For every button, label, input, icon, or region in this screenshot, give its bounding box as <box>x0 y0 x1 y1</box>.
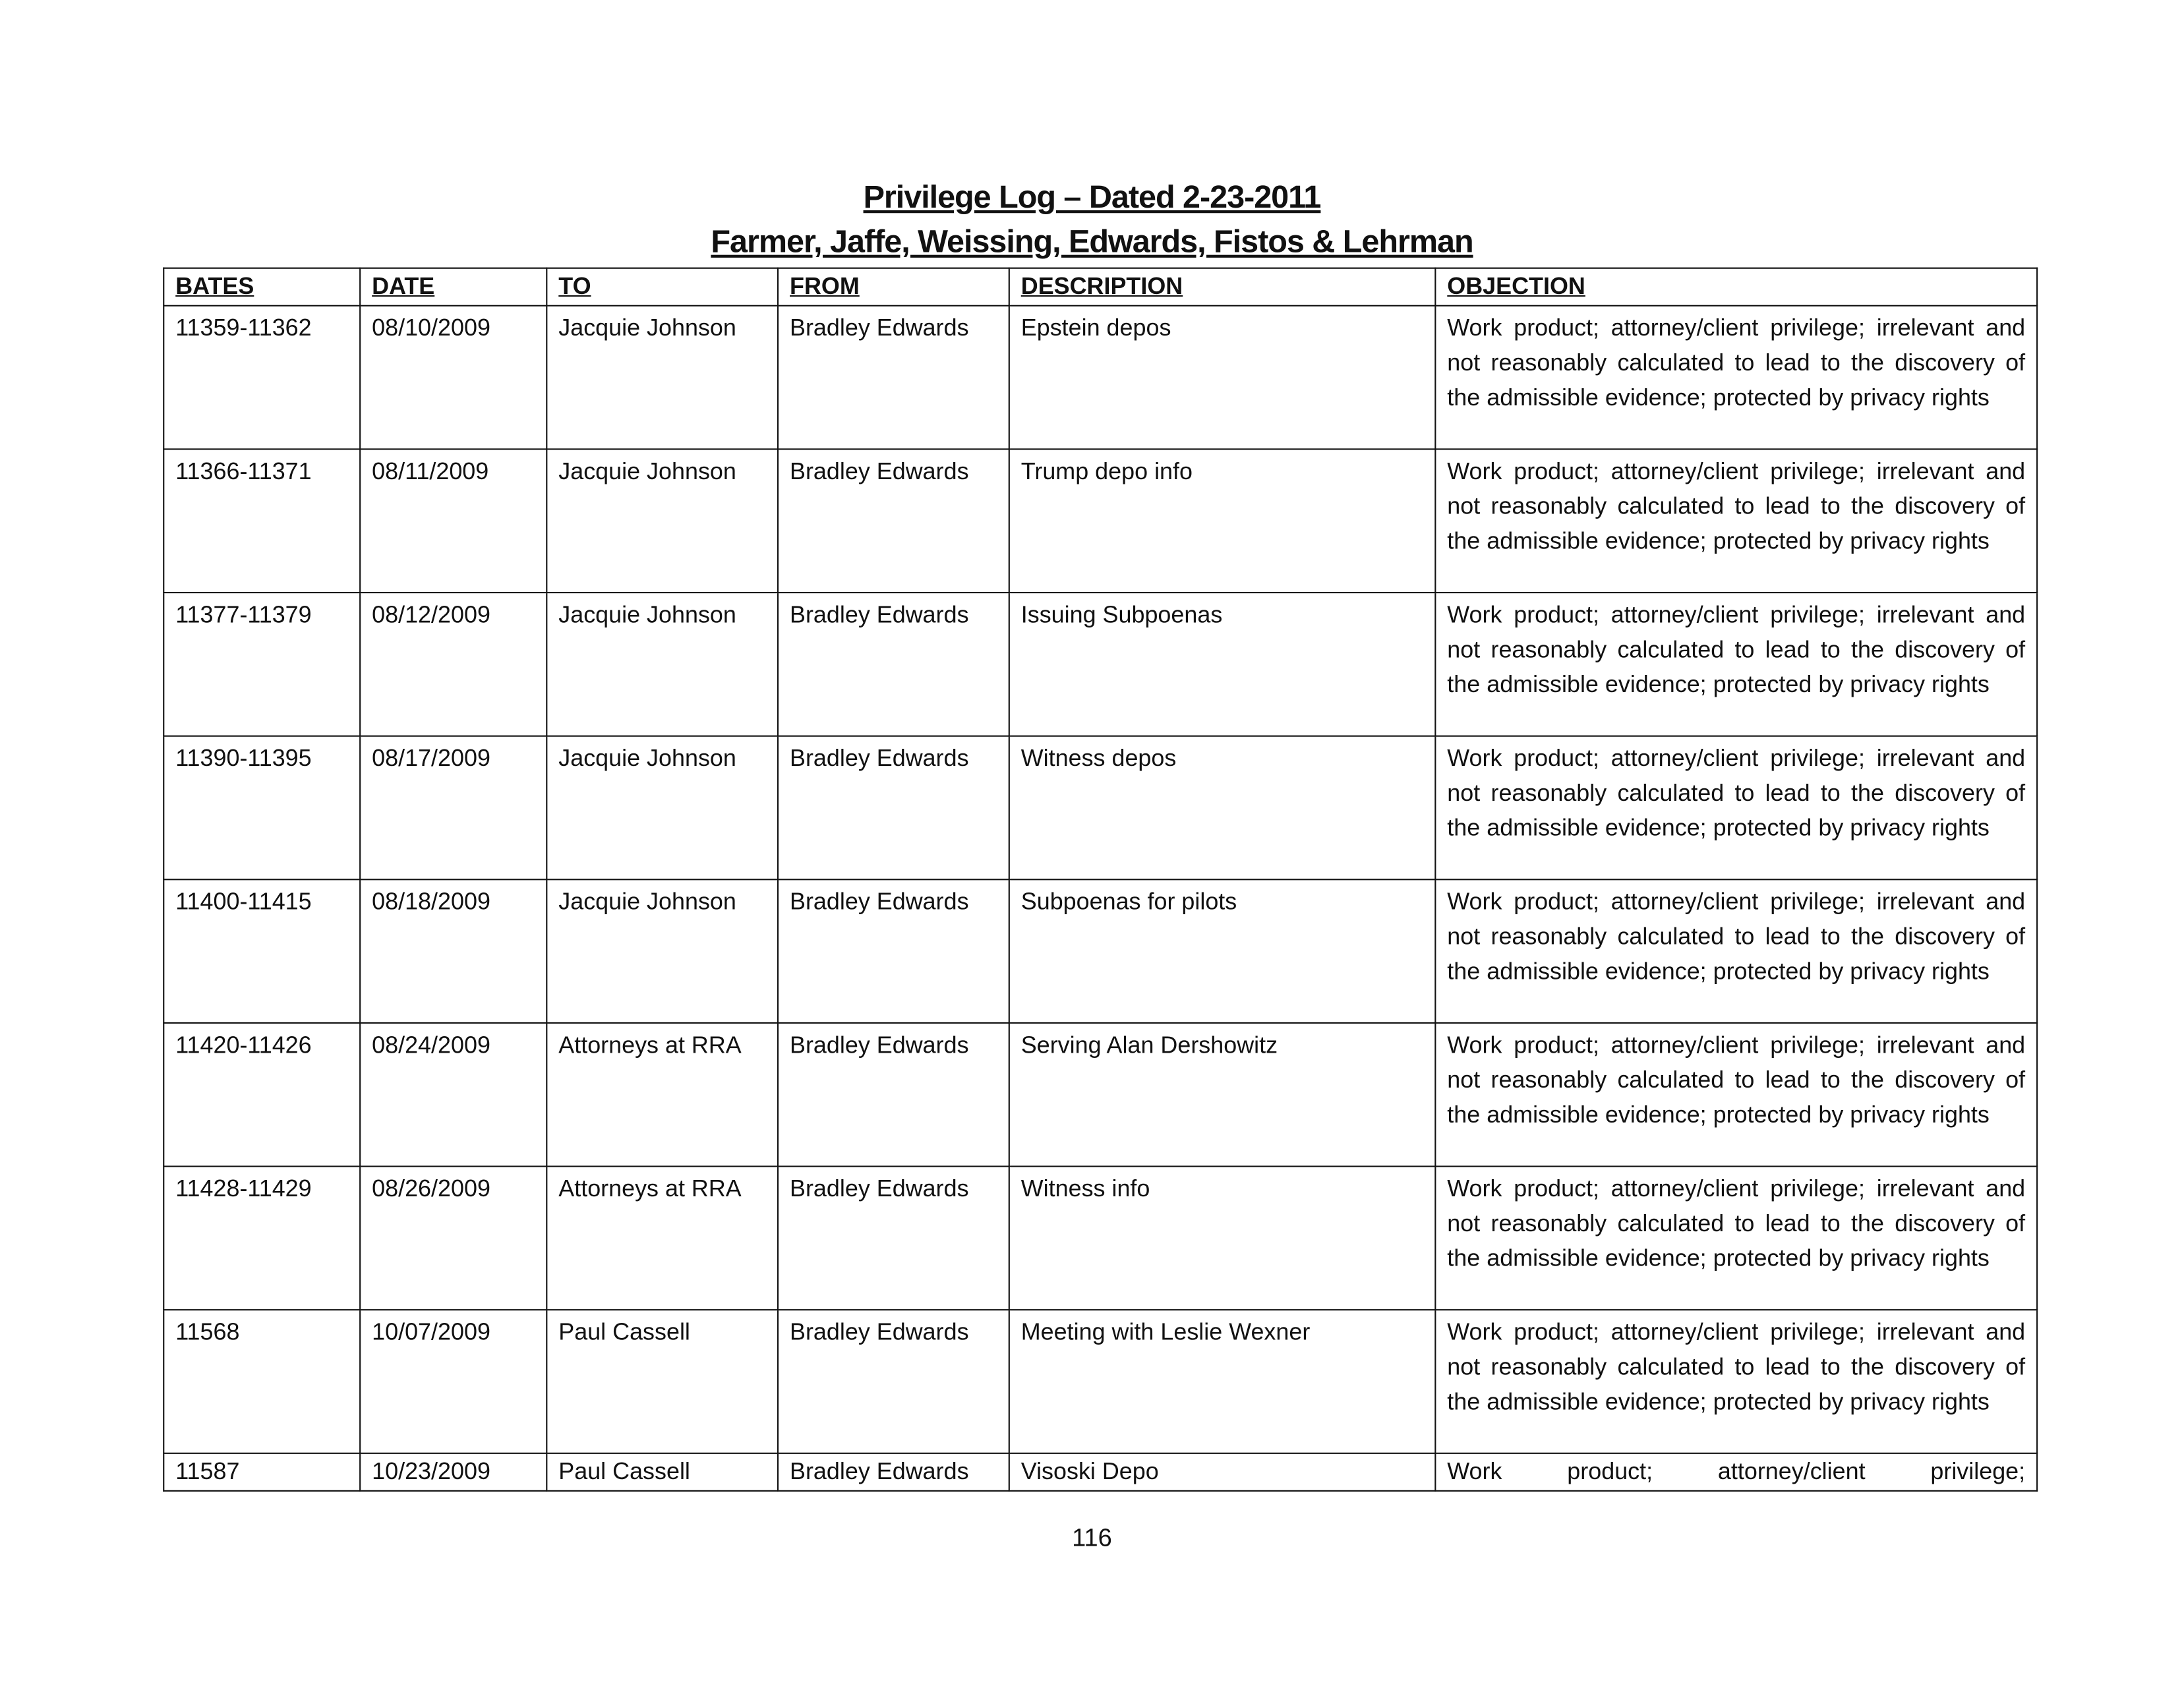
cell-bates: 11400-11415 <box>163 879 361 1024</box>
cell-description: Witness info <box>1008 1165 1436 1311</box>
table-row: 11587 10/23/2009 Paul Cassell Bradley Edwar… <box>163 1452 2038 1492</box>
cell-objection: Work product; attorney/client privilege;… <box>1434 1165 2038 1311</box>
table-row: 11420-11426 08/24/2009 Attorneys at RRA Bra… <box>163 1022 2038 1167</box>
cell-date: 08/18/2009 <box>359 879 548 1024</box>
cell-bates: 11568 <box>163 1309 361 1454</box>
table-row: 11390-11395 08/17/2009 Jacquie Johnson Brad… <box>163 735 2038 881</box>
table-row: 11400-11415 08/18/2009 Jacquie Johnson Brad… <box>163 879 2038 1024</box>
cell-from: Bradley Edwards <box>777 1165 1010 1311</box>
column-header-bates: BATES <box>163 267 361 306</box>
cell-to: Jacquie Johnson <box>546 448 779 594</box>
cell-objection: Work product; attorney/client privilege;… <box>1434 735 2038 881</box>
cell-date: 08/10/2009 <box>359 305 548 450</box>
cell-from: Bradley Edwards <box>777 1452 1010 1492</box>
table-row: 11568 10/07/2009 Paul Cassell Bradley Edwar… <box>163 1309 2038 1454</box>
cell-bates: 11377-11379 <box>163 591 361 737</box>
cell-objection: Work product; attorney/client privilege;… <box>1434 1309 2038 1454</box>
cell-bates: 11587 <box>163 1452 361 1492</box>
cell-to: Jacquie Johnson <box>546 591 779 737</box>
cell-objection: Work product; attorney/client privilege;… <box>1434 591 2038 737</box>
cell-objection: Work product; attorney/client privilege;… <box>1434 879 2038 1024</box>
page-number: 116 <box>1072 1523 1112 1552</box>
document-subtitle: Farmer, Jaffe, Weissing, Edwards, Fistos… <box>711 223 1473 259</box>
column-header-date: DATE <box>359 267 548 306</box>
cell-from: Bradley Edwards <box>777 1022 1010 1167</box>
cell-from: Bradley Edwards <box>777 448 1010 594</box>
table-row: 11377-11379 08/12/2009 Jacquie Johnson Brad… <box>163 591 2038 737</box>
cell-description: Witness depos <box>1008 735 1436 881</box>
cell-from: Bradley Edwards <box>777 1309 1010 1454</box>
cell-objection: Work product; attorney/client privilege;… <box>1434 448 2038 594</box>
column-header-from: FROM <box>777 267 1010 306</box>
cell-to: Paul Cassell <box>546 1452 779 1492</box>
column-header-description: DESCRIPTION <box>1008 267 1436 306</box>
cell-date: 08/17/2009 <box>359 735 548 881</box>
cell-bates: 11420-11426 <box>163 1022 361 1167</box>
cell-date: 10/07/2009 <box>359 1309 548 1454</box>
cell-description: Trump depo info <box>1008 448 1436 594</box>
cell-to: Attorneys at RRA <box>546 1022 779 1167</box>
cell-from: Bradley Edwards <box>777 735 1010 881</box>
cell-date: 08/24/2009 <box>359 1022 548 1167</box>
column-header-objection: OBJECTION <box>1434 267 2038 306</box>
table-header-row: BATES DATE TO FROM DESCRIPTION OBJECTION <box>163 267 2038 306</box>
cell-description: Issuing Subpoenas <box>1008 591 1436 737</box>
cell-to: Jacquie Johnson <box>546 879 779 1024</box>
cell-objection: Work product; attorney/client privilege; <box>1434 1452 2038 1492</box>
cell-bates: 11366-11371 <box>163 448 361 594</box>
cell-date: 08/12/2009 <box>359 591 548 737</box>
cell-to: Paul Cassell <box>546 1309 779 1454</box>
cell-description: Subpoenas for pilots <box>1008 879 1436 1024</box>
cell-to: Jacquie Johnson <box>546 735 779 881</box>
table-row: 11428-11429 08/26/2009 Attorneys at RRA Bra… <box>163 1165 2038 1311</box>
cell-description: Serving Alan Dershowitz <box>1008 1022 1436 1167</box>
table-row: 11366-11371 08/11/2009 Jacquie Johnson Brad… <box>163 448 2038 594</box>
cell-description: Epstein depos <box>1008 305 1436 450</box>
cell-date: 08/26/2009 <box>359 1165 548 1311</box>
cell-description: Meeting with Leslie Wexner <box>1008 1309 1436 1454</box>
cell-from: Bradley Edwards <box>777 879 1010 1024</box>
cell-date: 08/11/2009 <box>359 448 548 594</box>
cell-objection: Work product; attorney/client privilege;… <box>1434 1022 2038 1167</box>
cell-date: 10/23/2009 <box>359 1452 548 1492</box>
cell-to: Jacquie Johnson <box>546 305 779 450</box>
cell-bates: 11359-11362 <box>163 305 361 450</box>
cell-from: Bradley Edwards <box>777 305 1010 450</box>
cell-from: Bradley Edwards <box>777 591 1010 737</box>
privilege-log-table: BATES DATE TO FROM DESCRIPTION OBJECTION… <box>163 267 2038 1492</box>
cell-bates: 11390-11395 <box>163 735 361 881</box>
cell-description: Visoski Depo <box>1008 1452 1436 1492</box>
document-title: Privilege Log – Dated 2-23-2011 <box>863 178 1322 215</box>
cell-to: Attorneys at RRA <box>546 1165 779 1311</box>
column-header-to: TO <box>546 267 779 306</box>
cell-objection: Work product; attorney/client privilege;… <box>1434 305 2038 450</box>
table-row: 11359-11362 08/10/2009 Jacquie Johnson Brad… <box>163 305 2038 450</box>
cell-bates: 11428-11429 <box>163 1165 361 1311</box>
